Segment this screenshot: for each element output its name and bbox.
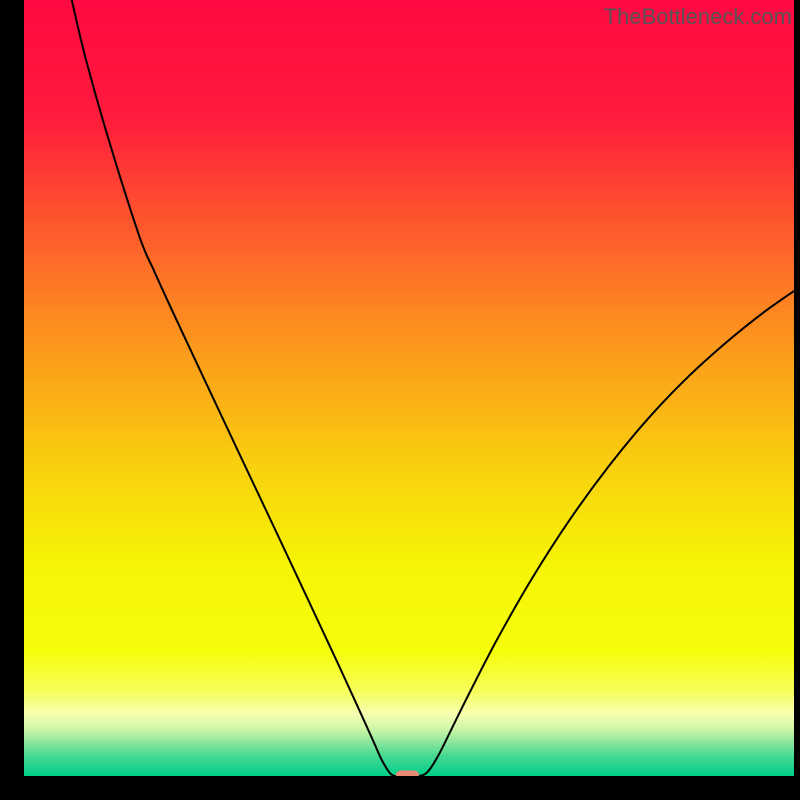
bottleneck-chart: TheBottleneck.com (0, 0, 800, 800)
gradient-background (24, 0, 794, 776)
chart-svg (0, 0, 800, 800)
frame-left (0, 0, 24, 800)
frame-right (794, 0, 800, 800)
frame-bottom (0, 776, 800, 800)
